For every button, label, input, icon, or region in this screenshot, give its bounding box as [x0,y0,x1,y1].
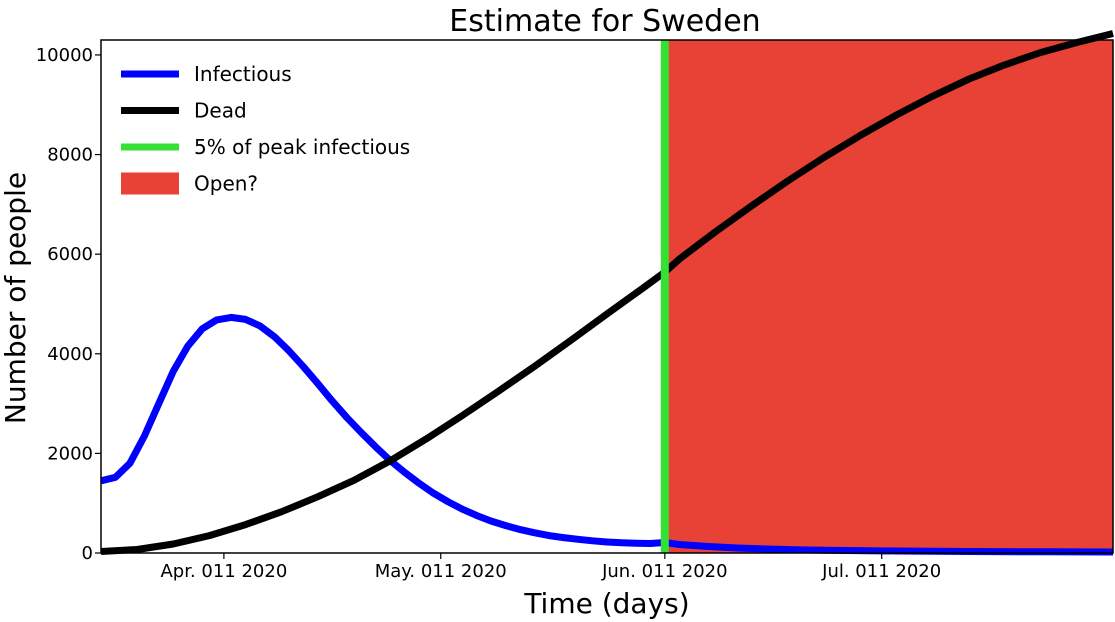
legend-label: Dead [194,99,247,123]
y-tick-label: 8000 [47,145,93,166]
legend-swatch [121,172,179,195]
x-tick-label: Jun. 011 2020 [601,561,727,582]
y-axis-label: Number of people [0,172,32,424]
series-line-dead [100,30,1114,555]
x-axis-label: Time (days) [523,587,689,620]
y-tick-label: 0 [82,543,93,564]
legend-label: Open? [194,172,258,196]
legend-label: 5% of peak infectious [194,135,410,159]
shaded-region-open [664,40,1113,553]
x-tick-label: May. 011 2020 [375,561,507,582]
y-tick-label: 10000 [36,45,93,66]
x-tick-label: Apr. 011 2020 [160,561,287,582]
plot-frame [100,39,1114,554]
y-tick-label: 2000 [47,443,93,464]
chart-title: Estimate for Sweden [449,4,760,39]
series-line-infectious [100,313,1114,556]
y-tick-label: 6000 [47,244,93,265]
x-tick-label: Jul. 011 2020 [821,561,941,582]
legend-label: Infectious [194,62,292,86]
y-tick-label: 4000 [47,344,93,365]
